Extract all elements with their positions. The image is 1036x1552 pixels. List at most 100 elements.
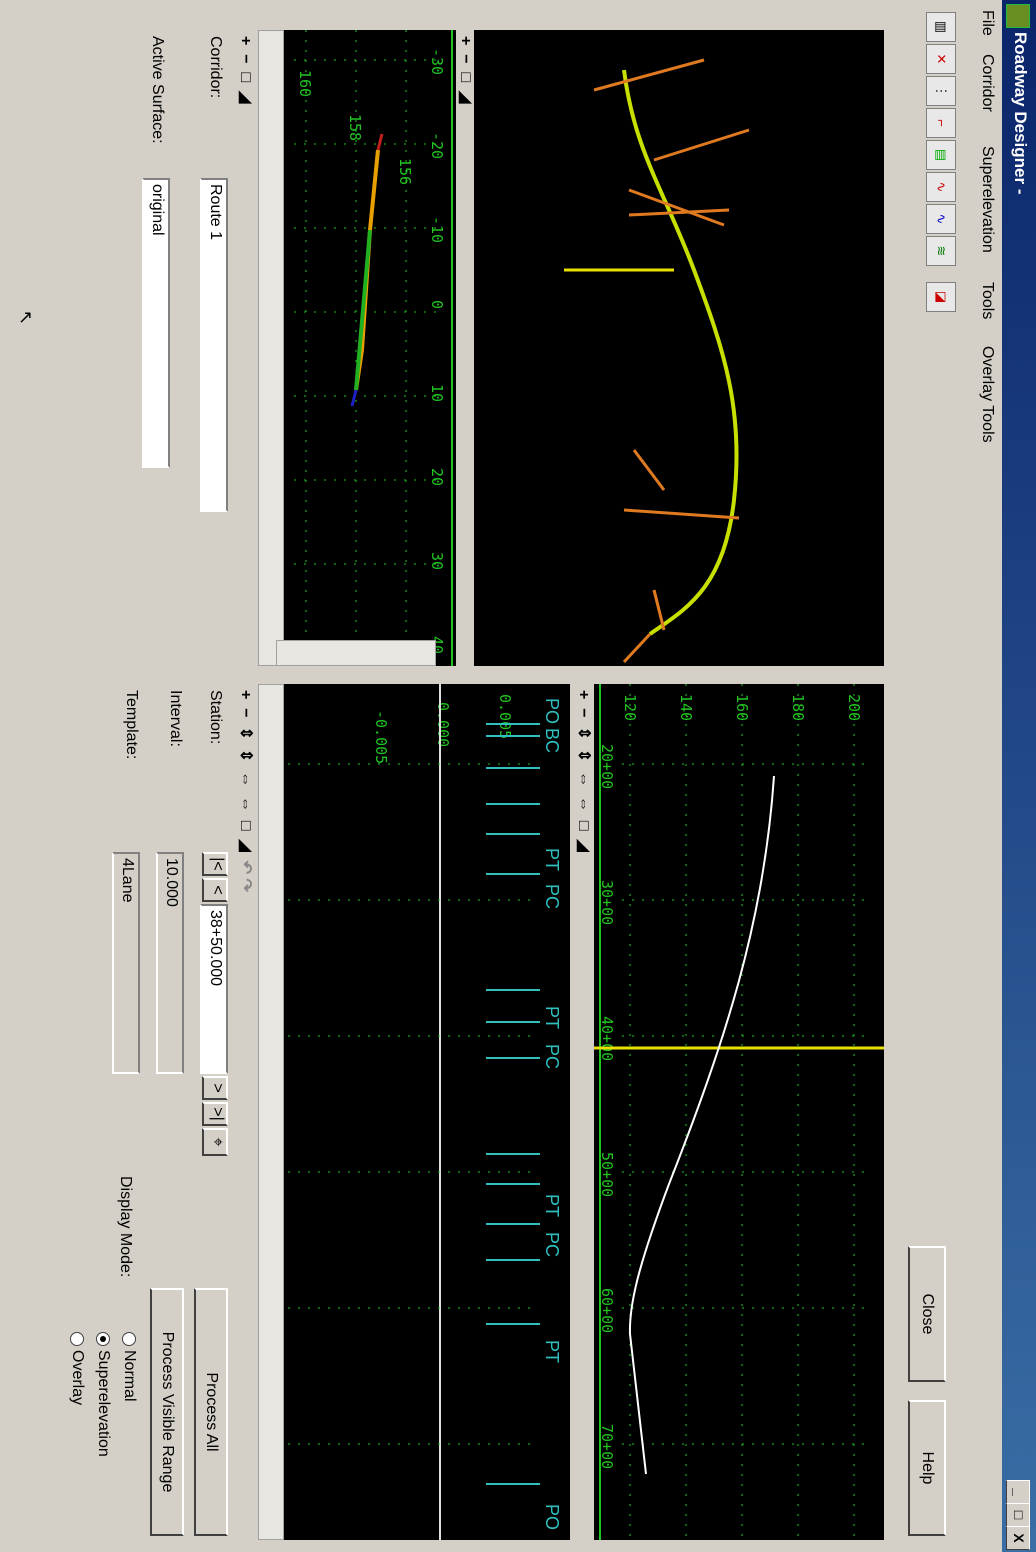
x-tick-label: 30 <box>428 552 446 570</box>
window-area-icon[interactable]: □ <box>237 820 254 831</box>
display-mode-overlay[interactable]: Overlay <box>68 1332 86 1405</box>
target-icon[interactable]: ⌖ <box>202 1128 228 1156</box>
window-area-icon[interactable]: □ <box>575 820 592 831</box>
minimize-button[interactable]: _ <box>1006 1480 1030 1504</box>
superelevation-graphic: 0.0050.000-0.00520+0030+0040+0050+0060+0… <box>267 684 562 1540</box>
undo-icon[interactable]: ↶ <box>237 860 254 875</box>
horizontal-reduce-icon[interactable]: ⇔ <box>575 795 592 812</box>
plan-view-graphic <box>564 58 750 664</box>
menu-tools[interactable]: Tools <box>979 282 996 320</box>
template-end <box>350 389 358 407</box>
template-end <box>376 133 384 151</box>
station-icon[interactable]: ⋮ <box>926 76 956 106</box>
display-mode-label: Display Mode: <box>117 1176 134 1278</box>
curve-point-label: PC <box>542 1044 562 1069</box>
grid-icon[interactable]: ▤ <box>926 140 956 170</box>
plan-view[interactable] <box>474 30 884 666</box>
help-button[interactable]: Help <box>908 1400 946 1536</box>
delete-icon[interactable]: ✕ <box>926 44 956 74</box>
profile-icon[interactable]: ∿ <box>926 172 956 202</box>
title-bar: Roadway Designer - _ □ X <box>1002 0 1036 1552</box>
zoom-in-icon[interactable]: + <box>457 36 474 46</box>
vertical-reduce-icon[interactable]: ⇕ <box>237 748 254 763</box>
station-input[interactable]: 38+50.000 <box>200 904 228 1074</box>
table-icon[interactable]: ⌐ <box>926 108 956 138</box>
zoom-in-icon[interactable]: + <box>575 690 592 700</box>
x-tick-label: 20+00 <box>598 744 616 789</box>
superelevation-view[interactable]: 0.0050.000-0.00520+0030+0040+0050+0060+0… <box>260 684 570 1540</box>
x-tick-label: -30 <box>428 48 446 75</box>
zoom-out-icon[interactable]: − <box>237 54 254 64</box>
x-tick-label: 50+00 <box>598 1152 616 1197</box>
cross-section-vscroll[interactable] <box>276 640 436 666</box>
station-tick <box>653 128 750 162</box>
vertical-exaggerate-icon[interactable]: ⇕ <box>237 726 254 740</box>
layer-icon[interactable]: ≋ <box>926 236 956 266</box>
station-tick <box>593 58 705 92</box>
vertical-reduce-icon[interactable]: ⇕ <box>575 748 592 763</box>
zoom-in-icon[interactable]: + <box>237 36 254 46</box>
close-window-button[interactable]: X <box>1006 1526 1030 1550</box>
maximize-button[interactable]: □ <box>1006 1503 1030 1527</box>
window-area-icon[interactable]: □ <box>457 72 474 83</box>
alignment-line <box>622 69 739 636</box>
y-tick-label: 160 <box>733 694 751 721</box>
zoom-out-icon[interactable]: − <box>575 708 592 718</box>
radio-normal[interactable] <box>122 1332 137 1346</box>
previous-station-button[interactable]: < <box>202 878 228 902</box>
y-tick-label: 160 <box>296 70 314 97</box>
menu-superelevation[interactable]: Superelevation <box>979 146 996 253</box>
next-station-button[interactable]: > <box>202 1076 228 1100</box>
interval-label: Interval: <box>167 690 184 747</box>
curve-icon[interactable]: ∿ <box>926 204 956 234</box>
horizontal-exaggerate-icon[interactable]: ⇔ <box>237 771 254 788</box>
zoom-in-icon[interactable]: + <box>237 690 254 700</box>
x-tick-label: 20 <box>428 468 446 486</box>
vertical-exaggerate-icon[interactable]: ⇕ <box>575 726 592 740</box>
display-icon[interactable]: ◪ <box>926 282 956 312</box>
profile-view[interactable]: 200 180 160 140 120 20+00 30+00 40+00 50+00 60+00… <box>594 684 884 1540</box>
cross-section-scrollbar[interactable] <box>258 30 284 666</box>
horizontal-reduce-icon[interactable]: ⇔ <box>237 795 254 812</box>
mouse-cursor-icon: ↖ <box>16 310 36 326</box>
horizontal-exaggerate-icon[interactable]: ⇔ <box>575 771 592 788</box>
y-tick-label: 158 <box>346 114 364 141</box>
y-tick-label: 200 <box>845 694 863 721</box>
y-tick-label: 156 <box>396 158 414 185</box>
fit-icon[interactable]: ◢ <box>575 839 592 852</box>
y-tick-label: 0.000 <box>434 702 452 747</box>
interval-input[interactable]: 10.000 <box>156 852 184 1074</box>
display-mode-superelevation[interactable]: Superelevation <box>94 1332 112 1457</box>
x-tick-label: 10 <box>428 384 446 402</box>
corridor-icon[interactable]: ▥ <box>926 12 956 42</box>
station-tick <box>652 589 666 631</box>
process-all-button[interactable]: Process All <box>194 1288 228 1536</box>
fit-icon[interactable]: ◢ <box>237 839 254 852</box>
first-station-button[interactable]: |< <box>202 852 228 876</box>
profile-graphic: 200 180 160 140 120 20+00 30+00 40+00 50+00 60+00… <box>594 684 884 1540</box>
menu-file[interactable]: File <box>979 10 996 36</box>
superelevation-controls: + − ⇕ ⇕ ⇔ ⇔ □ ◢ ↶ ↷ <box>234 690 256 990</box>
superelevation-scrollbar[interactable] <box>258 684 284 1540</box>
menu-overlay-tools[interactable]: Overlay Tools <box>979 346 996 443</box>
zoom-out-icon[interactable]: − <box>237 708 254 718</box>
fit-icon[interactable]: ◢ <box>237 91 254 104</box>
curve-point-label: PC <box>542 1232 562 1257</box>
display-mode-normal[interactable]: Normal <box>120 1332 138 1402</box>
radio-overlay[interactable] <box>70 1332 85 1346</box>
window-title: Roadway Designer - <box>1011 32 1030 195</box>
corridor-select[interactable]: Route 1 <box>200 178 228 512</box>
redo-icon[interactable]: ↷ <box>237 878 254 892</box>
fit-icon[interactable]: ◢ <box>457 91 474 104</box>
active-surface-select[interactable]: original <box>142 178 170 468</box>
menu-corridor[interactable]: Corridor <box>979 54 996 112</box>
process-visible-range-button[interactable]: Process Visible Range <box>150 1288 184 1536</box>
window-area-icon[interactable]: □ <box>237 72 254 83</box>
template-input[interactable]: 4Lane <box>112 852 140 1074</box>
last-station-button[interactable]: >| <box>202 1102 228 1126</box>
close-button[interactable]: Close <box>908 1246 946 1382</box>
x-tick-label: 30+00 <box>598 880 616 925</box>
zoom-out-icon[interactable]: − <box>457 54 474 64</box>
radio-superelevation[interactable] <box>96 1332 111 1346</box>
cross-section-view[interactable]: -30 -20 -10 0 10 20 30 40 160 158 156 <box>260 30 456 666</box>
